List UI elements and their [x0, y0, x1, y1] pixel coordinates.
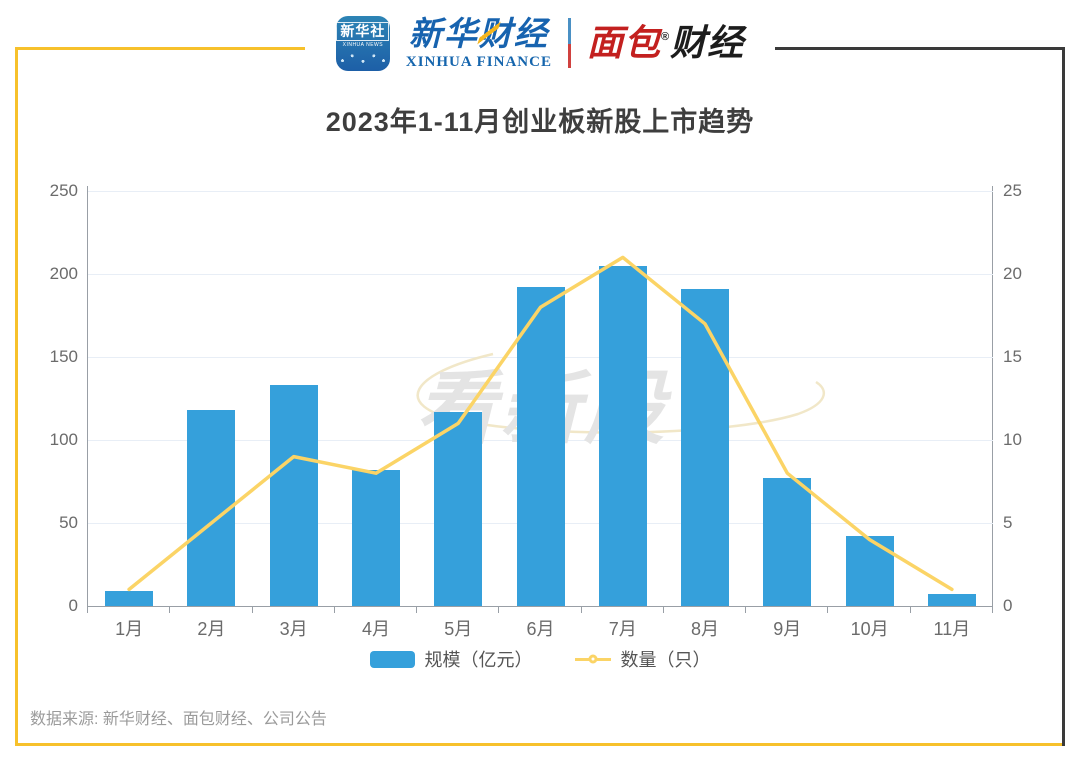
xinhua-finance-logo: 新华财经 XINHUA FINANCE	[405, 14, 552, 71]
x-axis-tick	[251, 607, 253, 613]
xinhua-news-icon-cn: 新华社	[336, 21, 390, 41]
xinhua-news-icon-en: XINHUA NEWS	[342, 41, 384, 48]
bar-series-swatch-icon	[369, 650, 415, 668]
x-axis-tick	[827, 607, 829, 613]
bar-8月	[681, 288, 730, 606]
bar-11月	[927, 594, 976, 606]
frame-bottom-border	[15, 743, 1065, 746]
right-y-tick-label: 25	[1003, 181, 1022, 200]
legend: 规模（亿元） 数量（只）	[0, 646, 1080, 672]
gridline	[88, 274, 993, 275]
right-y-tick-label: 10	[1003, 430, 1022, 449]
x-axis-tick	[87, 607, 88, 613]
x-axis-tick	[498, 607, 500, 613]
frame-left-border	[15, 47, 18, 746]
xinhua-finance-logo-cn: 新华财经	[408, 14, 549, 52]
x-axis-category-label: 11月	[933, 619, 971, 639]
left-y-axis-line	[87, 186, 88, 607]
chart-title: 2023年1-11月创业板新股上市趋势	[325, 107, 755, 137]
x-axis-tick	[745, 607, 747, 613]
x-axis-tick	[333, 607, 335, 613]
frame-right-border	[1062, 47, 1065, 746]
left-y-tick-label: 50	[59, 513, 78, 532]
left-y-tick-label: 150	[49, 347, 78, 366]
right-y-axis-line	[992, 186, 993, 607]
network-dots-icon	[335, 50, 390, 67]
x-axis-category-label: 8月	[691, 619, 720, 639]
line-marker-circle-icon	[588, 654, 597, 664]
xinhua-finance-logo-en: XINHUA FINANCE	[405, 53, 552, 70]
right-y-tick-label: 20	[1003, 264, 1022, 283]
legend-label-line: 数量（只）	[620, 650, 711, 670]
xinhua-news-app-icon: 新华社 XINHUA NEWS	[335, 15, 390, 71]
logo-divider	[567, 18, 571, 68]
x-axis-category-label: 5月	[444, 619, 473, 639]
bar-1月	[105, 591, 154, 606]
header-logos: 新华社 XINHUA NEWS 新华财经 XINHUA FINANCE 面包®财…	[305, 0, 775, 86]
x-axis-category-label: 6月	[526, 619, 555, 639]
x-axis-tick	[992, 607, 993, 613]
legend-item-bar[interactable]: 规模（亿元）	[369, 646, 533, 672]
x-axis-category-label: 3月	[279, 619, 308, 639]
left-y-tick-label: 100	[49, 430, 78, 449]
x-axis-tick	[909, 607, 911, 613]
mianbao-finance-logo: 面包®财经	[587, 23, 744, 63]
x-axis-tick	[169, 607, 171, 613]
bar-3月	[269, 385, 318, 606]
right-y-tick-label: 0	[1003, 596, 1013, 615]
count-line-series	[127, 255, 954, 592]
x-axis-tick	[416, 607, 418, 613]
x-axis-category-label: 4月	[361, 619, 390, 639]
mianbao-logo-red: 面包	[586, 22, 661, 63]
x-axis-tick	[580, 607, 582, 613]
x-axis-category-label: 7月	[608, 619, 637, 639]
x-axis-category-label: 2月	[197, 619, 226, 639]
mianbao-logo-dark: 财经	[670, 22, 745, 63]
bar-5月	[434, 411, 483, 606]
left-y-tick-label: 200	[49, 264, 78, 283]
bar-6月	[516, 287, 565, 606]
registered-mark: ®	[660, 31, 671, 43]
bar-7月	[598, 265, 647, 606]
left-y-tick-label: 0	[68, 596, 78, 615]
data-source: 数据来源: 新华财经、面包财经、公司公告	[30, 711, 327, 728]
right-y-tick-label: 15	[1003, 347, 1022, 366]
x-axis-category-label: 10月	[850, 619, 889, 639]
x-axis-category-label: 1月	[115, 619, 144, 639]
legend-label-bar: 规模（亿元）	[424, 650, 533, 670]
legend-item-line[interactable]: 数量（只）	[574, 646, 711, 672]
x-axis-tick	[662, 607, 664, 613]
left-y-tick-label: 250	[49, 181, 78, 200]
gridline	[88, 191, 993, 192]
bar-9月	[763, 478, 812, 606]
bar-4月	[351, 469, 400, 606]
line-series-marker-icon	[574, 654, 611, 664]
plot-area: 看新股	[88, 191, 993, 606]
x-axis-category-label: 9月	[773, 619, 802, 639]
x-axis-line	[87, 606, 993, 607]
right-y-tick-label: 5	[1003, 513, 1013, 532]
